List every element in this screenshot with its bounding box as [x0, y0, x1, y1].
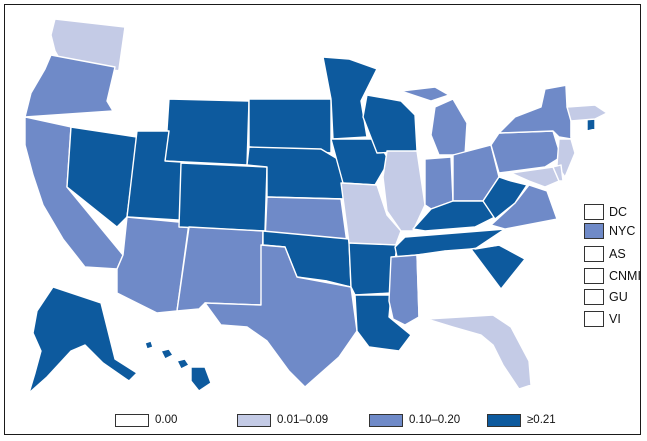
legend-swatch: [115, 414, 149, 427]
state-ME: [582, 14, 618, 96]
state-AR: [348, 242, 398, 296]
us-choropleth-map: [24, 14, 624, 394]
state-SD: [248, 98, 332, 154]
territory-swatch: [584, 223, 604, 239]
territory-swatch: [584, 289, 604, 305]
map-legend: 0.00 0.01–0.09 0.10–0.20 ≥0.21: [5, 406, 642, 432]
legend-swatch: [369, 414, 403, 427]
state-PR: [580, 372, 624, 390]
map-frame: DC NYC AS CNMI GU VI 0.00 0.01–0.09 0.10…: [4, 4, 641, 435]
legend-label: 0.10–0.20: [409, 414, 461, 426]
territory-swatch: [584, 204, 604, 220]
territory-label: CNMI: [609, 269, 641, 283]
state-HI: [144, 340, 212, 392]
territory-label: VI: [609, 312, 621, 326]
state-NY: [498, 84, 572, 140]
state-CO: [178, 162, 268, 232]
state-CT: [570, 118, 588, 138]
state-MS: [388, 254, 420, 326]
territory-swatch: [584, 246, 604, 262]
legend-label: 0.01–0.09: [277, 414, 329, 426]
territory-label: GU: [609, 290, 628, 304]
state-NH: [576, 54, 594, 106]
legend-label: ≥0.21: [527, 414, 556, 426]
legend-swatch: [487, 414, 521, 427]
state-RI: [586, 118, 596, 132]
state-AK: [28, 286, 138, 394]
territory-swatch: [584, 268, 604, 284]
state-GA: [444, 248, 502, 316]
state-NM: [176, 226, 264, 312]
state-IL: [382, 150, 426, 232]
state-AL: [416, 250, 454, 320]
state-NV: [66, 126, 138, 228]
state-FL: [426, 314, 532, 390]
state-TX: [204, 244, 358, 388]
state-IA: [330, 138, 390, 186]
territory-label: DC: [609, 205, 628, 219]
state-IN: [424, 156, 454, 210]
state-MD: [510, 166, 560, 188]
territory-swatch: [584, 311, 604, 327]
state-WY: [164, 98, 250, 166]
territory-label: NYC: [609, 224, 636, 238]
state-ND: [248, 40, 332, 100]
state-VT: [564, 64, 578, 108]
state-WV: [482, 176, 528, 220]
legend-swatch: [237, 414, 271, 427]
state-DE: [552, 164, 564, 182]
state-MA: [566, 104, 608, 122]
territory-label: AS: [609, 247, 626, 261]
state-OR: [24, 54, 116, 118]
legend-label: 0.00: [155, 414, 178, 426]
